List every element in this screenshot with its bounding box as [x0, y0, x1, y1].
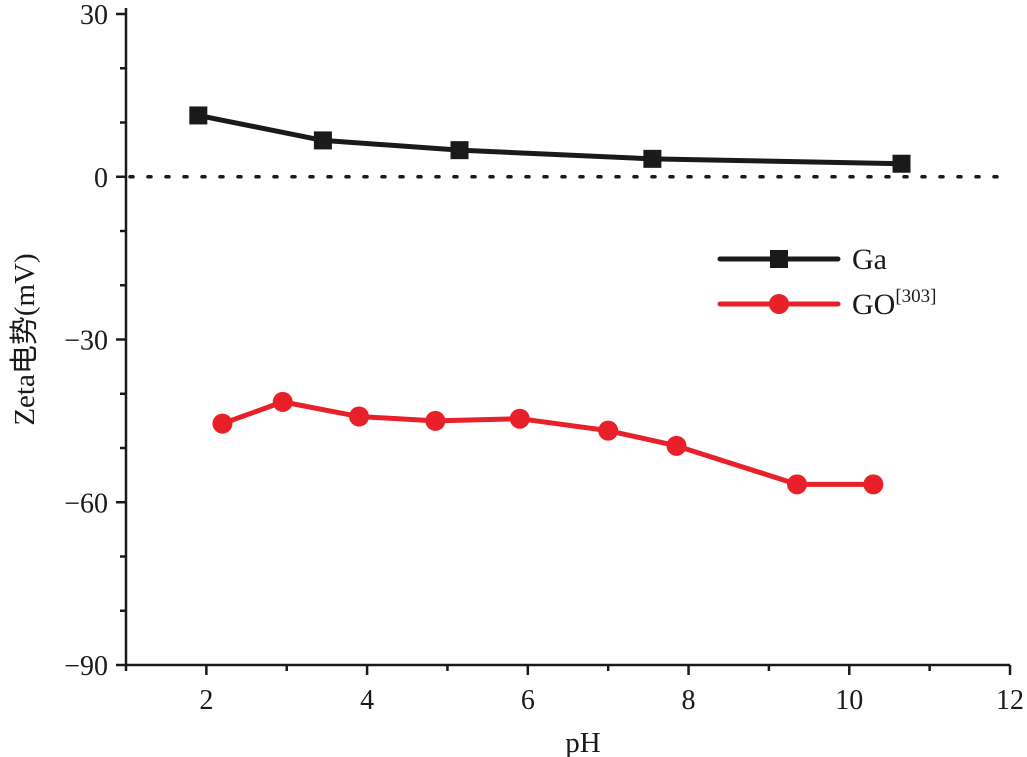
axis-labels-layer: pH Zeta电势(mV)	[8, 253, 601, 757]
series-ga	[189, 106, 911, 173]
go-point	[863, 474, 884, 495]
axes-layer: 2 4 6 8 10 12 30 0 −30 −60 −90	[64, 0, 1024, 716]
legend-marker-ga	[770, 250, 788, 268]
ga-line	[195, 112, 905, 167]
go-point	[509, 408, 530, 429]
y-tick-label: −90	[64, 651, 108, 682]
y-tick-label: 30	[80, 0, 108, 31]
legend-label-ga: Ga	[852, 243, 887, 276]
x-tick-label: 10	[835, 685, 863, 716]
legend-label-go: GO[303]	[852, 286, 937, 321]
x-tick-label: 6	[521, 685, 535, 716]
legend: Ga GO[303]	[717, 243, 937, 321]
go-point	[212, 413, 233, 434]
x-axis-label: pH	[565, 727, 601, 757]
ga-point	[643, 149, 662, 168]
go-point	[349, 406, 370, 427]
legend-item-go: GO[303]	[717, 286, 937, 321]
y-axis-label: Zeta电势(mV)	[8, 253, 41, 425]
ga-point	[189, 106, 208, 125]
x-tick-label: 2	[199, 685, 213, 716]
y-tick-label: 0	[94, 163, 108, 194]
legend-marker-go	[769, 294, 789, 314]
go-point	[666, 435, 687, 456]
legend-label-base: GO	[852, 288, 895, 321]
ga-point	[450, 141, 469, 160]
x-tick-label: 8	[682, 685, 696, 716]
legend-label-base: Ga	[852, 243, 887, 276]
go-point	[425, 410, 446, 431]
legend-label-superscript: [303]	[895, 286, 936, 307]
go-point	[598, 420, 619, 441]
go-point	[272, 391, 293, 412]
go-point	[787, 474, 808, 495]
y-tick-label: −60	[64, 488, 108, 519]
ga-point	[892, 154, 911, 173]
y-tick-label: −30	[64, 326, 108, 357]
ga-point	[313, 131, 332, 150]
series-go	[212, 391, 884, 495]
series-layer	[189, 106, 911, 495]
legend-item-ga: Ga	[717, 243, 887, 276]
x-tick-label: 4	[360, 685, 374, 716]
x-tick-label: 12	[996, 685, 1024, 716]
go-line	[219, 399, 876, 487]
